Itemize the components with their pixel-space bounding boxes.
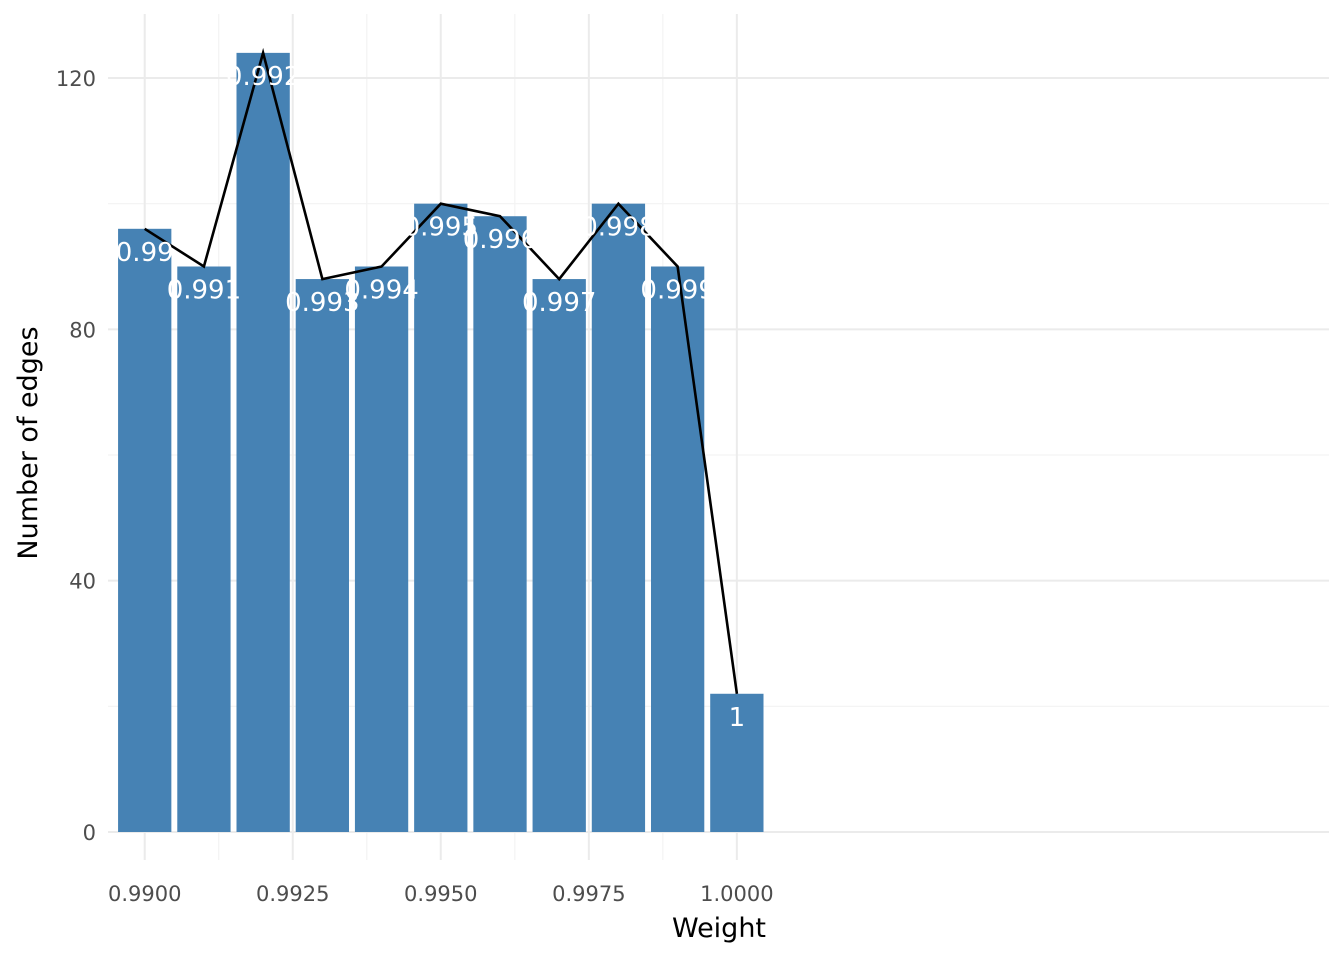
bar bbox=[354, 266, 409, 832]
bar bbox=[236, 52, 290, 833]
bar-value-label: 0.994 bbox=[344, 276, 418, 306]
bar bbox=[414, 203, 468, 832]
x-tick-label: 1.0000 bbox=[700, 882, 773, 906]
trend-line-layer bbox=[144, 47, 739, 694]
x-tick-label: 0.9925 bbox=[256, 882, 329, 906]
trend-line bbox=[144, 47, 739, 694]
bar-value-label: 0.99 bbox=[116, 238, 174, 268]
bar bbox=[591, 203, 646, 832]
bar-value-label: 0.991 bbox=[167, 276, 241, 306]
bar-value-label: 0.995 bbox=[404, 213, 478, 243]
y-tick-label: 40 bbox=[69, 570, 96, 594]
bar-value-label: 1 bbox=[729, 703, 746, 733]
x-axis-title: Weight bbox=[672, 913, 766, 944]
bar-value-label: 0.996 bbox=[463, 225, 537, 255]
bar-value-label: 0.999 bbox=[640, 276, 714, 306]
bar bbox=[710, 693, 764, 832]
bar-value-label: 0.997 bbox=[522, 288, 596, 318]
y-tick-label: 80 bbox=[69, 318, 96, 342]
axis-tick-labels: 0.9900 0.9925 0.9950 0.9975 1.0000 0 40 80 120 bbox=[56, 67, 774, 906]
bar bbox=[532, 279, 586, 833]
bar-value-label: 0.992 bbox=[226, 62, 300, 92]
x-tick-label: 0.9950 bbox=[404, 882, 477, 906]
bar bbox=[473, 216, 527, 832]
bar-value-label: 0.998 bbox=[581, 213, 655, 243]
y-tick-label: 0 bbox=[83, 821, 96, 845]
y-axis-title: Number of edges bbox=[13, 326, 44, 559]
bars bbox=[118, 52, 764, 833]
x-tick-label: 0.9900 bbox=[108, 882, 181, 906]
bar-value-label: 0.993 bbox=[285, 288, 359, 318]
y-tick-label: 120 bbox=[56, 67, 96, 91]
bar bbox=[650, 266, 705, 832]
bar bbox=[177, 266, 231, 832]
bar bbox=[295, 279, 350, 833]
x-tick-label: 0.9975 bbox=[552, 882, 625, 906]
bar bbox=[118, 228, 172, 833]
